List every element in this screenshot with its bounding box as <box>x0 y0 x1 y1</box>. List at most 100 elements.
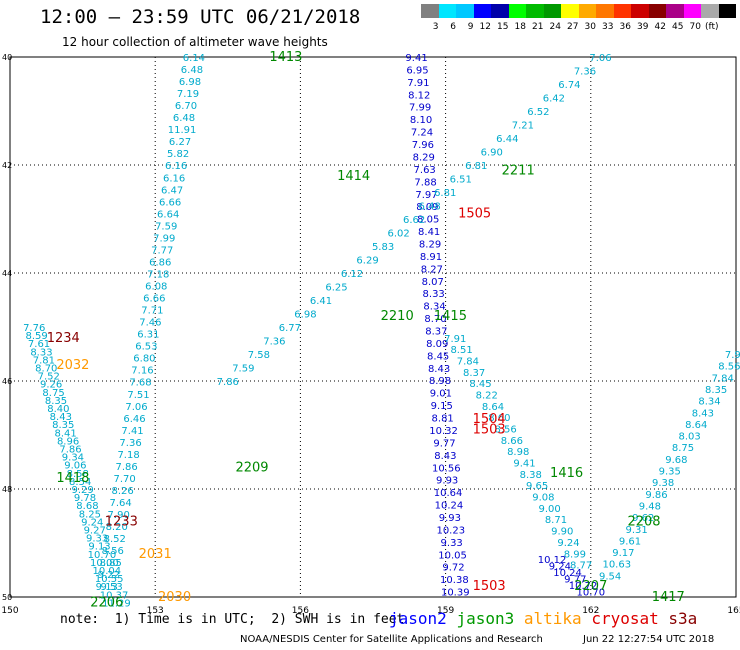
legend-tick: 70 <box>689 22 701 32</box>
lon-tick: 150 <box>1 606 18 616</box>
swh-value: 10.55 <box>95 574 124 585</box>
swh-value: 9.86 <box>645 490 667 501</box>
legend-swatch <box>596 4 614 18</box>
swh-value: 7.52 <box>38 372 60 383</box>
legend-tick: 36 <box>619 22 631 32</box>
swh-value: 9.90 <box>551 527 573 538</box>
swh-value: 7.76 <box>23 323 45 334</box>
swh-value: 9.24 <box>557 538 579 549</box>
swh-value: 6.81 <box>434 188 456 199</box>
lat-tick: 50 <box>2 593 12 602</box>
swh-value: 8.33 <box>423 289 445 300</box>
swh-value: 9.00 <box>539 504 561 515</box>
legend-swatch <box>456 4 474 18</box>
swh-value: 10.70 <box>576 588 605 599</box>
swh-value: 6.98 <box>179 77 201 88</box>
legend-swatch <box>561 4 579 18</box>
pass-time-label: 1418 <box>56 471 89 486</box>
swh-value: 6.46 <box>123 414 145 425</box>
swh-value: 8.12 <box>408 90 430 101</box>
swh-value: 7.24 <box>411 128 433 139</box>
swh-value: 8.70 <box>424 314 446 325</box>
legend-tick: 42 <box>654 22 666 32</box>
swh-value: 6.51 <box>450 175 472 186</box>
pass-time-label: 1415 <box>434 309 467 324</box>
swh-value: 9.33 <box>86 534 108 545</box>
swh-value: 6.42 <box>543 94 565 105</box>
swh-value: 9.77 <box>564 575 586 586</box>
swh-value: 8.35 <box>52 420 74 431</box>
swh-value: 9.54 <box>599 571 621 582</box>
swh-value: 6.48 <box>181 65 203 76</box>
swh-value: 10.05 <box>438 550 467 561</box>
swh-value: 11.91 <box>168 125 197 136</box>
swh-value: 9.13 <box>88 542 110 553</box>
swh-value: 8.29 <box>419 239 441 250</box>
legend-swatch <box>578 4 596 18</box>
swh-value: 8.25 <box>79 509 101 520</box>
swh-value: 6.41 <box>310 296 332 307</box>
legend-tick: (ft) <box>704 22 719 32</box>
swh-value: 8.43 <box>50 412 72 423</box>
swh-value: 8.29 <box>413 152 435 163</box>
swh-value: 8.20 <box>106 522 128 533</box>
pass-time-label: 2206 <box>90 595 123 610</box>
legend-swatch <box>508 4 526 18</box>
swh-value: 7.86 <box>217 377 239 388</box>
swh-value: 9.17 <box>612 548 634 559</box>
swh-value: 6.86 <box>149 257 171 268</box>
swh-value: 8.37 <box>463 368 485 379</box>
legend-tick: 39 <box>637 22 649 32</box>
swh-value: 7.61 <box>28 339 50 350</box>
swh-value: 7.91 <box>725 350 740 361</box>
pass-time-label: 1414 <box>337 169 370 184</box>
sat-jason3: jason3 <box>456 609 515 628</box>
swh-value: 7.84 <box>457 356 479 367</box>
pass-time-label: 2030 <box>158 590 191 605</box>
swh-value: 6.31 <box>137 330 159 341</box>
pass-time-label: 1413 <box>269 50 302 65</box>
legend-swatch <box>438 4 456 18</box>
swh-value: 7.18 <box>147 269 169 280</box>
swh-value: 8.75 <box>672 443 694 454</box>
swh-value: 8.66 <box>501 436 523 447</box>
swh-value: 6.48 <box>173 113 195 124</box>
swh-value: 8.54 <box>69 477 91 488</box>
swh-value: 10.70 <box>88 550 117 561</box>
swh-value: 10.23 <box>436 525 465 536</box>
legend-tick: 30 <box>584 22 596 32</box>
sat-s3a: s3a <box>668 609 698 628</box>
swh-value: 7.90 <box>108 510 130 521</box>
swh-value: 8.59 <box>25 331 47 342</box>
swh-value: 7.86 <box>59 445 81 456</box>
swh-value: 6.66 <box>159 197 181 208</box>
pass-time-label: 1503 <box>473 423 506 438</box>
swh-value: 6.81 <box>465 161 487 172</box>
swh-value: 8.38 <box>520 470 542 481</box>
swh-value: 7.59 <box>155 221 177 232</box>
swh-value: 7.36 <box>263 337 285 348</box>
swh-value: 8.64 <box>482 402 504 413</box>
swh-value: 8.75 <box>42 388 64 399</box>
swh-value: 8.34 <box>423 302 445 313</box>
swh-value: 10.72 <box>569 581 598 592</box>
swh-value: 9.41 <box>405 53 427 64</box>
swh-value: 8.22 <box>476 391 498 402</box>
legend-swatch <box>473 4 491 18</box>
color-legend-ticks: 3 6 9 12 15 18 21 24 27 30 33 36 39 42 45 70 (ft) <box>421 22 719 32</box>
lat-tick: 40 <box>2 53 12 62</box>
pass-time-label: 1416 <box>550 466 583 481</box>
legend-swatch <box>666 4 684 18</box>
swh-value: 10.56 <box>432 463 461 474</box>
swh-value: 6.29 <box>356 256 378 267</box>
swh-value: 8.26 <box>112 486 134 497</box>
swh-value: 6.98 <box>294 310 316 321</box>
swh-value: 8.85 <box>100 558 122 569</box>
swh-value: 6.80 <box>133 354 155 365</box>
pass-time-label: 1505 <box>458 207 491 222</box>
swh-value: 7.68 <box>129 378 151 389</box>
swh-value: 8.56 <box>102 546 124 557</box>
swh-value: 9.27 <box>84 526 106 537</box>
legend-tick: 27 <box>567 22 579 32</box>
swh-value: 10.24 <box>553 568 582 579</box>
